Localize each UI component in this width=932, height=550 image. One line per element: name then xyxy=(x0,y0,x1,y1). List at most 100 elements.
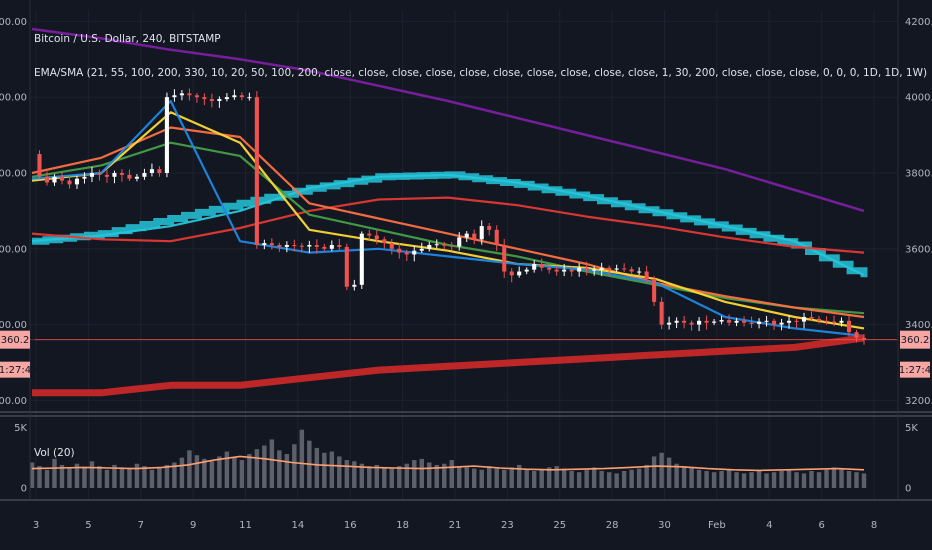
volume-bar xyxy=(397,466,402,488)
candle-body xyxy=(307,245,312,247)
volume-bar xyxy=(194,455,200,488)
candle-body xyxy=(52,176,57,183)
candle-body xyxy=(479,226,484,240)
volume-bar xyxy=(29,462,35,488)
candle-body xyxy=(412,250,417,255)
price-tick-label-l: 3600.00 xyxy=(0,244,27,255)
x-tick-label: 30 xyxy=(658,520,671,531)
candle-body xyxy=(209,99,214,101)
candle-body xyxy=(389,243,394,249)
candle-body xyxy=(622,268,627,270)
candle-body xyxy=(764,320,769,322)
volume-bar xyxy=(689,467,694,488)
volume-bar xyxy=(172,462,177,488)
moving-average-line xyxy=(31,27,865,213)
volume-bar xyxy=(52,458,57,488)
volume-bar xyxy=(359,463,365,488)
volume-bar xyxy=(644,464,649,488)
candle-body xyxy=(119,172,124,175)
candle-body xyxy=(584,267,589,270)
volume-label: Vol (20) xyxy=(34,447,75,459)
volume-bar xyxy=(299,429,305,488)
candle-body xyxy=(757,321,762,324)
candle-body xyxy=(599,267,604,270)
candle-body xyxy=(157,169,162,173)
volume-bar xyxy=(606,472,612,488)
candle-body xyxy=(831,321,837,323)
candle-body xyxy=(697,320,702,325)
moving-average-line xyxy=(31,173,865,277)
candle-body xyxy=(284,245,289,247)
price-tick-label-r: 3600.00 xyxy=(905,244,932,255)
candle-body xyxy=(794,320,799,322)
candle-body xyxy=(239,95,244,98)
volume-bar xyxy=(704,471,709,488)
volume-bar xyxy=(442,463,447,488)
candle-body xyxy=(59,176,65,181)
last-price-label-r: 3360.28 xyxy=(894,335,932,346)
candles xyxy=(37,88,867,345)
volume-bar xyxy=(569,471,574,488)
volume-bar xyxy=(247,454,252,488)
candle-body xyxy=(592,269,597,271)
candle-body xyxy=(134,176,139,179)
volume-bar xyxy=(104,469,110,488)
candle-body xyxy=(89,172,95,177)
volume-bar xyxy=(659,452,664,488)
volume-tick-label-r: 5K xyxy=(905,423,918,434)
moving-average-line xyxy=(31,196,865,254)
candle-body xyxy=(269,243,274,246)
countdown-tag-r xyxy=(900,361,930,378)
volume-bar xyxy=(539,469,544,488)
candle-body xyxy=(854,332,859,338)
candle-body xyxy=(742,320,747,323)
volume-bar xyxy=(479,469,484,488)
moving-averages xyxy=(31,27,865,397)
candle-body xyxy=(689,322,694,325)
candle-body xyxy=(374,235,379,240)
volume-bar xyxy=(142,466,147,488)
x-tick-label: 16 xyxy=(344,520,357,531)
candle-body xyxy=(397,248,402,253)
candle-body xyxy=(149,169,154,173)
volume-bar xyxy=(352,461,357,488)
volume-bar xyxy=(389,468,395,488)
candle-body xyxy=(554,269,559,272)
volume-tick-label-l: 0 xyxy=(21,484,27,495)
candle-body xyxy=(539,263,544,268)
volume-bar xyxy=(734,472,739,488)
volume-bar xyxy=(584,469,589,488)
last-price-tag-l xyxy=(0,330,30,349)
x-tick-label: 14 xyxy=(292,520,305,531)
volume-bar xyxy=(749,472,754,488)
volume-bar xyxy=(284,454,290,488)
moving-average-line xyxy=(31,126,865,319)
volume-bar xyxy=(726,469,732,488)
candle-body xyxy=(816,318,822,321)
volume-bar xyxy=(134,463,140,488)
candle-body xyxy=(179,93,184,96)
indicator-label: EMA/SMA (21, 55, 100, 200, 330, 10, 20, … xyxy=(34,67,927,79)
volume-bar xyxy=(157,467,162,488)
volume-bar xyxy=(217,456,222,488)
volume-tick-label-r: 0 xyxy=(905,484,911,495)
volume-bar xyxy=(771,472,777,488)
candle-body xyxy=(607,267,612,270)
volume-bar xyxy=(149,469,155,488)
volume-bar xyxy=(374,464,380,488)
moving-average-line xyxy=(31,111,865,330)
countdown-label-l: 01:27:45 xyxy=(0,365,37,376)
volume-bar xyxy=(179,457,185,488)
candle-body xyxy=(457,237,462,247)
x-tick-label: Feb xyxy=(708,520,726,531)
volume-bar xyxy=(846,471,852,488)
volume-bar xyxy=(337,456,342,488)
volume-bar xyxy=(666,457,672,488)
volume-bar xyxy=(412,460,417,488)
volume-bar xyxy=(831,467,837,488)
candle-body xyxy=(329,245,334,249)
candle-body xyxy=(344,246,349,287)
candle-body xyxy=(502,245,507,272)
